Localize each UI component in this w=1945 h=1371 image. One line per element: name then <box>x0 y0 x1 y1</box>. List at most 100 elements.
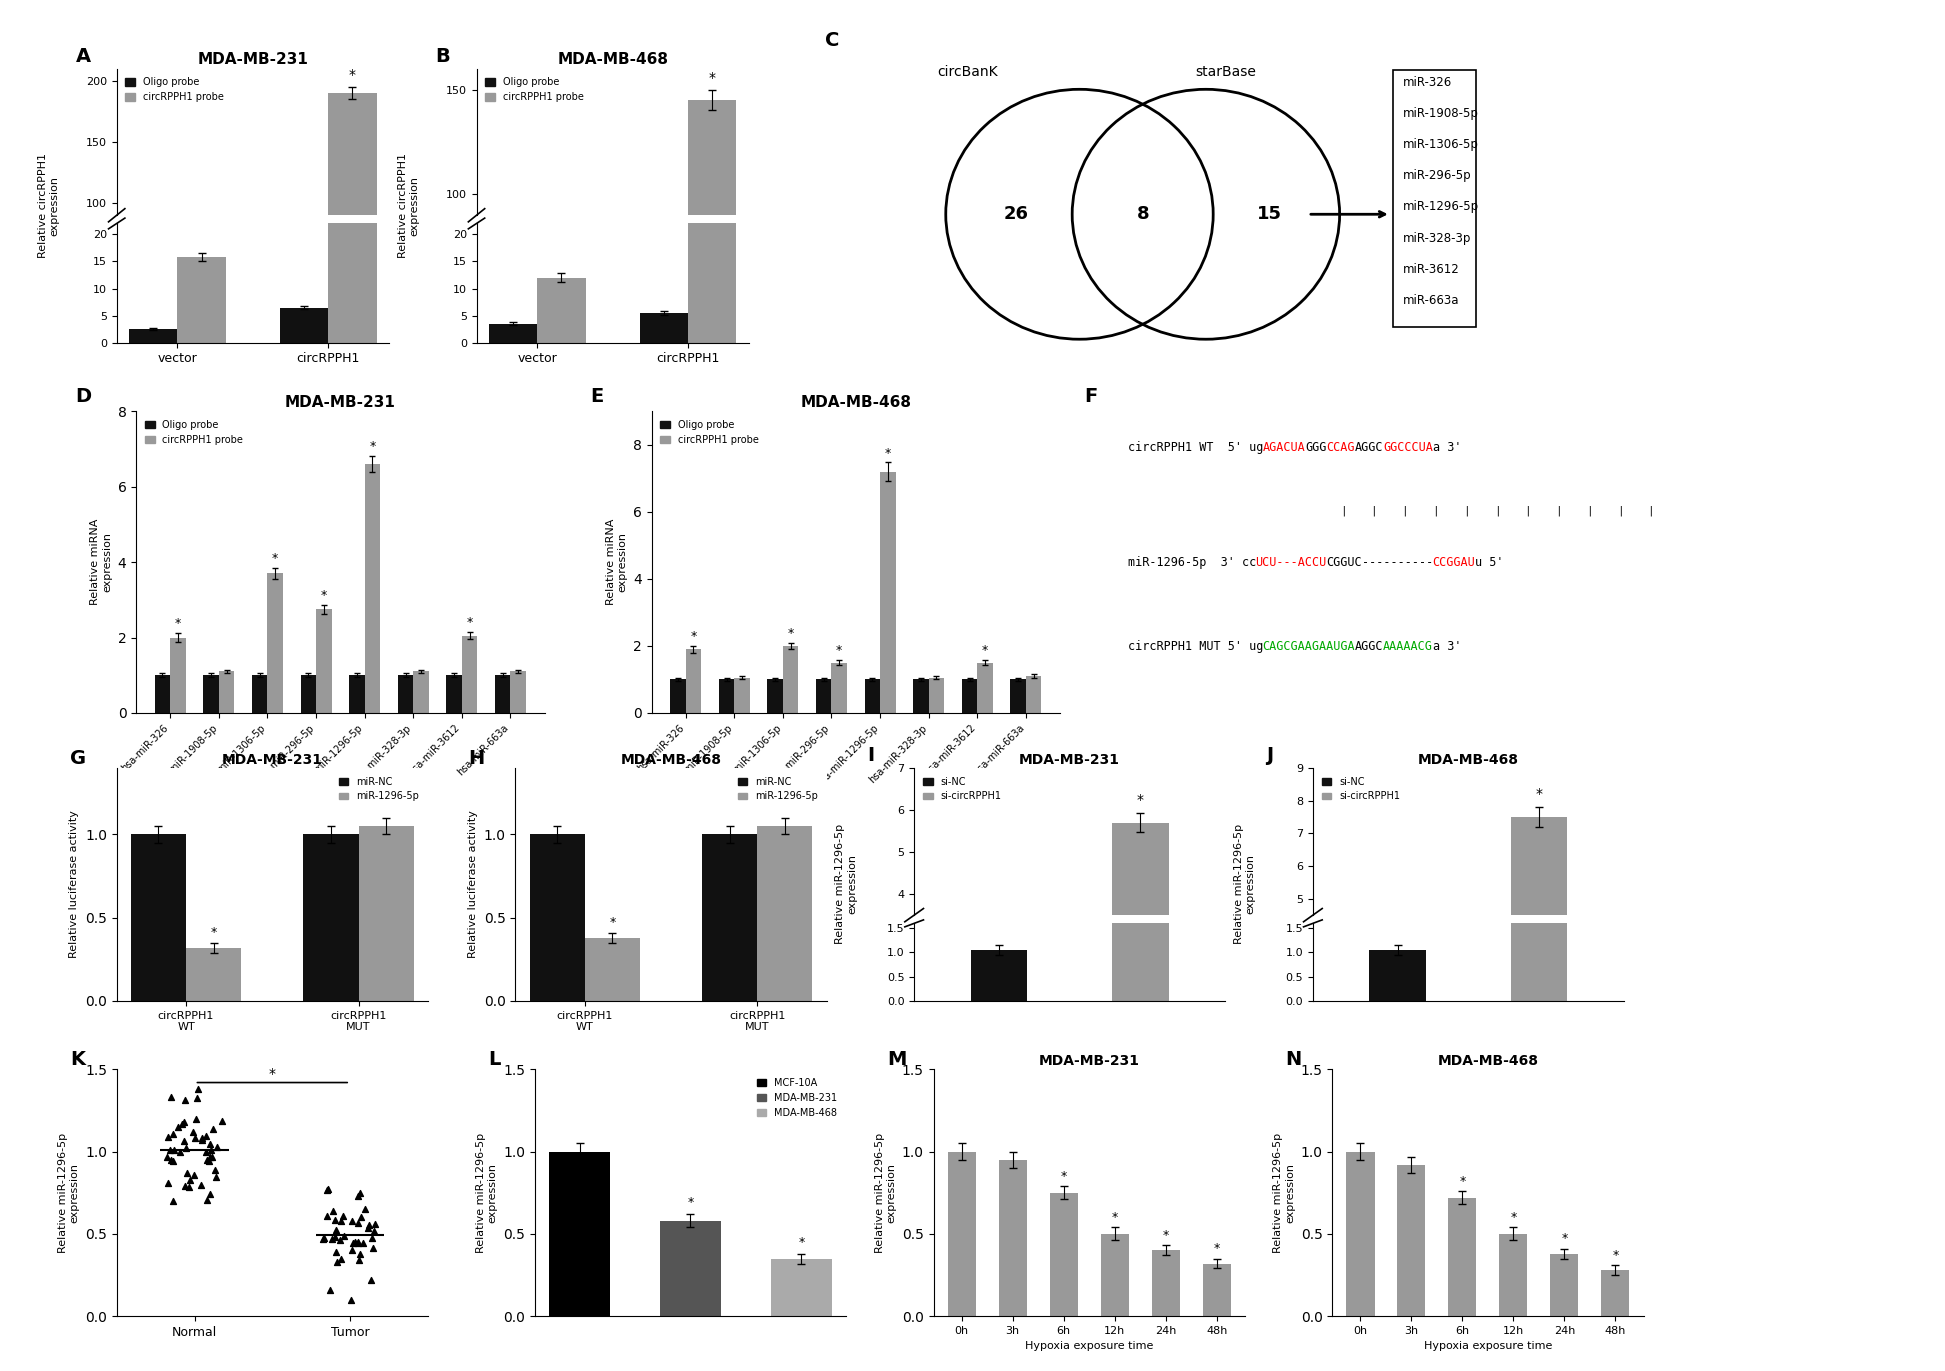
Point <box>169 1175 200 1197</box>
Text: *: * <box>797 1235 805 1249</box>
Point <box>198 1160 230 1182</box>
Point <box>358 1237 389 1259</box>
Text: circRPPH1 MUT 5' ug: circRPPH1 MUT 5' ug <box>1128 640 1264 653</box>
Bar <box>687 650 702 713</box>
Text: |: | <box>1525 506 1531 515</box>
Point <box>183 1078 214 1100</box>
Bar <box>303 835 358 1001</box>
Bar <box>187 947 241 1001</box>
Point <box>179 1164 210 1186</box>
Text: 8: 8 <box>1136 206 1149 223</box>
Point <box>152 1126 183 1148</box>
Bar <box>1369 950 1426 1001</box>
Point <box>358 1220 389 1242</box>
Text: miR-1296-5p: miR-1296-5p <box>1402 200 1478 214</box>
Bar <box>537 278 585 343</box>
Point <box>156 1086 187 1108</box>
Legend: Oligo probe, circRPPH1 probe: Oligo probe, circRPPH1 probe <box>655 417 762 448</box>
Point <box>311 1205 342 1227</box>
Legend: si-NC, si-circRPPH1: si-NC, si-circRPPH1 <box>1317 773 1404 805</box>
Text: |: | <box>1402 506 1408 515</box>
Point <box>342 1186 373 1208</box>
Text: Relative circRPPH1
expression: Relative circRPPH1 expression <box>37 154 60 258</box>
Bar <box>947 1152 976 1316</box>
Point <box>191 1141 222 1163</box>
Bar <box>348 676 364 713</box>
Bar <box>1050 1193 1078 1316</box>
Point <box>317 1200 348 1222</box>
Y-axis label: Relative miRNA
expression: Relative miRNA expression <box>605 518 628 606</box>
Point <box>152 1146 183 1168</box>
Bar <box>720 680 735 713</box>
Text: |: | <box>1340 506 1346 515</box>
Text: E: E <box>591 387 603 406</box>
Point <box>325 1209 356 1231</box>
Bar <box>1113 823 1169 1063</box>
Text: *: * <box>321 588 327 602</box>
Text: G: G <box>70 749 86 768</box>
Bar <box>832 662 848 713</box>
Bar <box>1500 1234 1527 1316</box>
Bar <box>1025 676 1041 713</box>
Text: *: * <box>1111 1211 1118 1224</box>
Bar <box>364 463 379 713</box>
Point <box>194 1132 226 1154</box>
Title: MDA-MB-231: MDA-MB-231 <box>284 395 397 410</box>
Bar <box>961 680 976 713</box>
Text: B: B <box>436 47 451 66</box>
Text: ----------: ---------- <box>1362 555 1433 569</box>
Point <box>307 1228 338 1250</box>
Bar <box>671 680 687 713</box>
Text: a 3': a 3' <box>1433 441 1461 454</box>
Bar <box>817 680 832 713</box>
Bar <box>702 835 757 1001</box>
Text: *: * <box>982 644 988 657</box>
Point <box>329 1224 360 1246</box>
Text: |: | <box>1463 506 1470 515</box>
Bar <box>156 676 171 713</box>
Legend: miR-NC, miR-1296-5p: miR-NC, miR-1296-5p <box>335 773 424 805</box>
Point <box>313 1178 344 1200</box>
Point <box>158 1190 189 1212</box>
Bar <box>784 646 799 713</box>
Bar <box>130 835 187 1001</box>
Bar <box>461 636 477 713</box>
Point <box>202 1135 233 1157</box>
Bar <box>280 317 329 325</box>
Bar <box>329 93 377 325</box>
Bar <box>1369 1028 1426 1063</box>
Text: UCU---ACCU: UCU---ACCU <box>1256 555 1326 569</box>
Point <box>194 1183 226 1205</box>
Point <box>325 1248 356 1270</box>
Point <box>356 1227 387 1249</box>
Point <box>154 1139 185 1161</box>
Text: *: * <box>609 916 615 930</box>
Text: circBanK: circBanK <box>937 66 998 80</box>
Text: a 3': a 3' <box>1433 640 1461 653</box>
Point <box>340 1231 371 1253</box>
Bar <box>317 609 333 713</box>
Text: N: N <box>1286 1050 1301 1068</box>
Point <box>193 1189 224 1211</box>
Point <box>200 1167 231 1189</box>
Text: *: * <box>268 1067 276 1080</box>
X-axis label: Hypoxia exposure time: Hypoxia exposure time <box>1424 1341 1552 1352</box>
Text: *: * <box>1537 787 1542 801</box>
Text: D: D <box>74 387 91 406</box>
Bar <box>510 672 525 713</box>
Text: GGCCCUA: GGCCCUA <box>1383 441 1433 454</box>
Text: miR-1306-5p: miR-1306-5p <box>1402 138 1478 151</box>
Text: *: * <box>1214 1242 1220 1256</box>
Point <box>156 1149 187 1171</box>
Point <box>325 1228 356 1250</box>
Bar <box>689 100 737 404</box>
Y-axis label: Relative miR-1296-5p
expression: Relative miR-1296-5p expression <box>477 1132 498 1253</box>
Text: *: * <box>1163 1230 1169 1242</box>
Text: AGGC: AGGC <box>1354 441 1383 454</box>
Point <box>319 1209 350 1231</box>
Point <box>179 1127 210 1149</box>
Bar <box>253 676 268 713</box>
Text: K: K <box>70 1050 86 1068</box>
Bar <box>757 825 813 1001</box>
Point <box>350 1198 381 1220</box>
